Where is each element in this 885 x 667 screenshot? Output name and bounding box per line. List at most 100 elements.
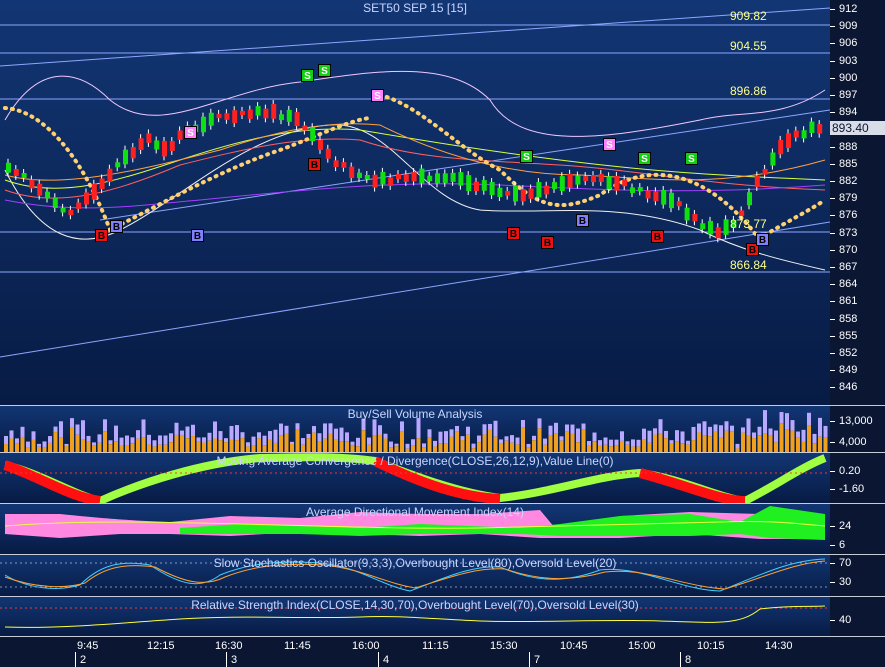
volume-sell-bar [691,426,696,441]
signal-marker: B [308,158,321,171]
volume-buy-bar [719,437,723,452]
volume-sell-bar [235,425,239,441]
volume-buy-bar [482,434,487,452]
volume-sell-bar [702,421,707,436]
volume-sell-bar [169,433,173,443]
volume-buy-bar [350,445,355,452]
date-divider [226,652,227,667]
volume-buy-bar [416,438,421,452]
volume-sell-bar [449,429,454,437]
price-tick: 912 [829,3,858,15]
price-tick: 876 [829,209,858,222]
volume-buy-bar [103,431,107,452]
volume-sell-bar [97,434,102,443]
volume-sell-bar [119,437,124,446]
volume-sell-bar [345,432,349,442]
candle-body [427,175,433,182]
volume-panel[interactable]: Buy/Sell Volume Analysis [0,406,830,453]
volume-sell-bar [796,431,800,438]
volume-buy-bar [686,444,690,452]
candle-body [162,140,167,157]
candle-body [661,189,667,205]
candle-body [450,172,456,182]
volume-buy-bar [669,442,674,452]
price-tick: 894 [829,106,858,119]
volume-sell-bar [202,437,206,443]
volume-buy-bar [598,445,602,452]
volume-buy-bar [455,431,459,452]
volume-sell-bar [262,435,267,446]
volume-buy-bar [114,441,118,452]
price-tick: 870 [829,243,858,256]
volume-buy-bar [290,443,294,452]
volume-sell-bar [730,425,734,432]
volume-buy-bar [614,445,619,452]
price-panel[interactable]: SET50 SEP 15 [15] 909.82 904.55 896.86 8… [0,0,830,406]
candle-body [505,190,511,196]
volume-sell-bar [801,429,806,442]
volume-buy-bar [273,442,278,452]
candle-body [653,191,659,202]
candle-body [349,166,355,179]
volume-buy-bar [180,435,184,452]
time-axis[interactable]: 9:45 12:15 16:30 11:45 16:00 11:15 15:30 10:45 1… [0,637,885,667]
volume-buy-bar [92,445,96,452]
volume-sell-bar [455,425,459,432]
price-tick: 867 [829,261,858,273]
volume-buy-bar [59,437,63,452]
price-axis[interactable]: 9129099069039008978948918888858828798768… [829,0,885,406]
candle-body [6,162,11,173]
volume-sell-bar [466,426,470,435]
volume-sell-bar [658,419,663,434]
candle-body [84,192,89,205]
volume-sell-bar [196,437,201,442]
volume-buy-bar [246,446,250,452]
volume-axis: 13,000 4,000 [830,406,885,453]
price-tick: 846 [829,381,858,394]
volume-buy-bar [515,444,520,452]
macd-plot [0,453,830,503]
candle-body [333,160,339,168]
volume-sell-bar [279,423,283,436]
volume-buy-bar [603,444,608,452]
volume-sell-bar [559,436,564,441]
adx-panel[interactable]: Average Directional Movement Index(14) [0,504,830,555]
date-label: 7 [534,654,541,666]
volume-sell-bar [636,439,641,447]
stochastics-panel[interactable]: Slow Stochastics Oscillator(9,3,3),Overb… [0,555,830,597]
candle-body [458,172,464,186]
price-tick: 864 [829,278,858,291]
volume-buy-bar [240,438,245,452]
signal-marker: S [520,150,533,163]
macd-axis: 0.20 -1.60 [829,453,885,504]
volume-sell-bar [460,436,465,441]
volume-sell-bar [724,421,729,431]
volume-buy-bar [790,430,795,452]
candle-body [403,174,409,182]
macd-panel[interactable]: Moving Average Convergence / Divergence(… [0,453,830,504]
candle-body [138,138,144,151]
volume-sell-bar [768,428,773,436]
macd-panel-title: Moving Average Convergence / Divergence(… [216,454,614,468]
price-tick: 861 [829,295,858,308]
candle-body [357,172,362,178]
candle-body [224,113,230,120]
volume-sell-bar [31,431,36,440]
volume-sell-bar [532,435,536,441]
volume-sell-bar [763,410,767,434]
candle-body [169,141,175,152]
volume-sell-bar [350,441,355,446]
volume-buy-bar [147,444,151,452]
volume-sell-bar [642,428,646,440]
signal-marker: S [184,126,197,139]
volume-buy-bar [576,442,580,452]
volume-sell-bar [378,425,382,435]
volume-sell-bar [438,431,443,444]
volume-buy-bar [218,440,223,452]
price-tick: 906 [829,37,858,50]
signal-marker: B [541,236,554,249]
adx-tick-24: 24 [829,520,852,532]
volume-sell-bar [411,439,415,446]
rsi-panel[interactable]: Relative Strength Index(CLOSE,14,30,70),… [0,597,830,637]
rsi-axis: 40 [829,597,885,637]
